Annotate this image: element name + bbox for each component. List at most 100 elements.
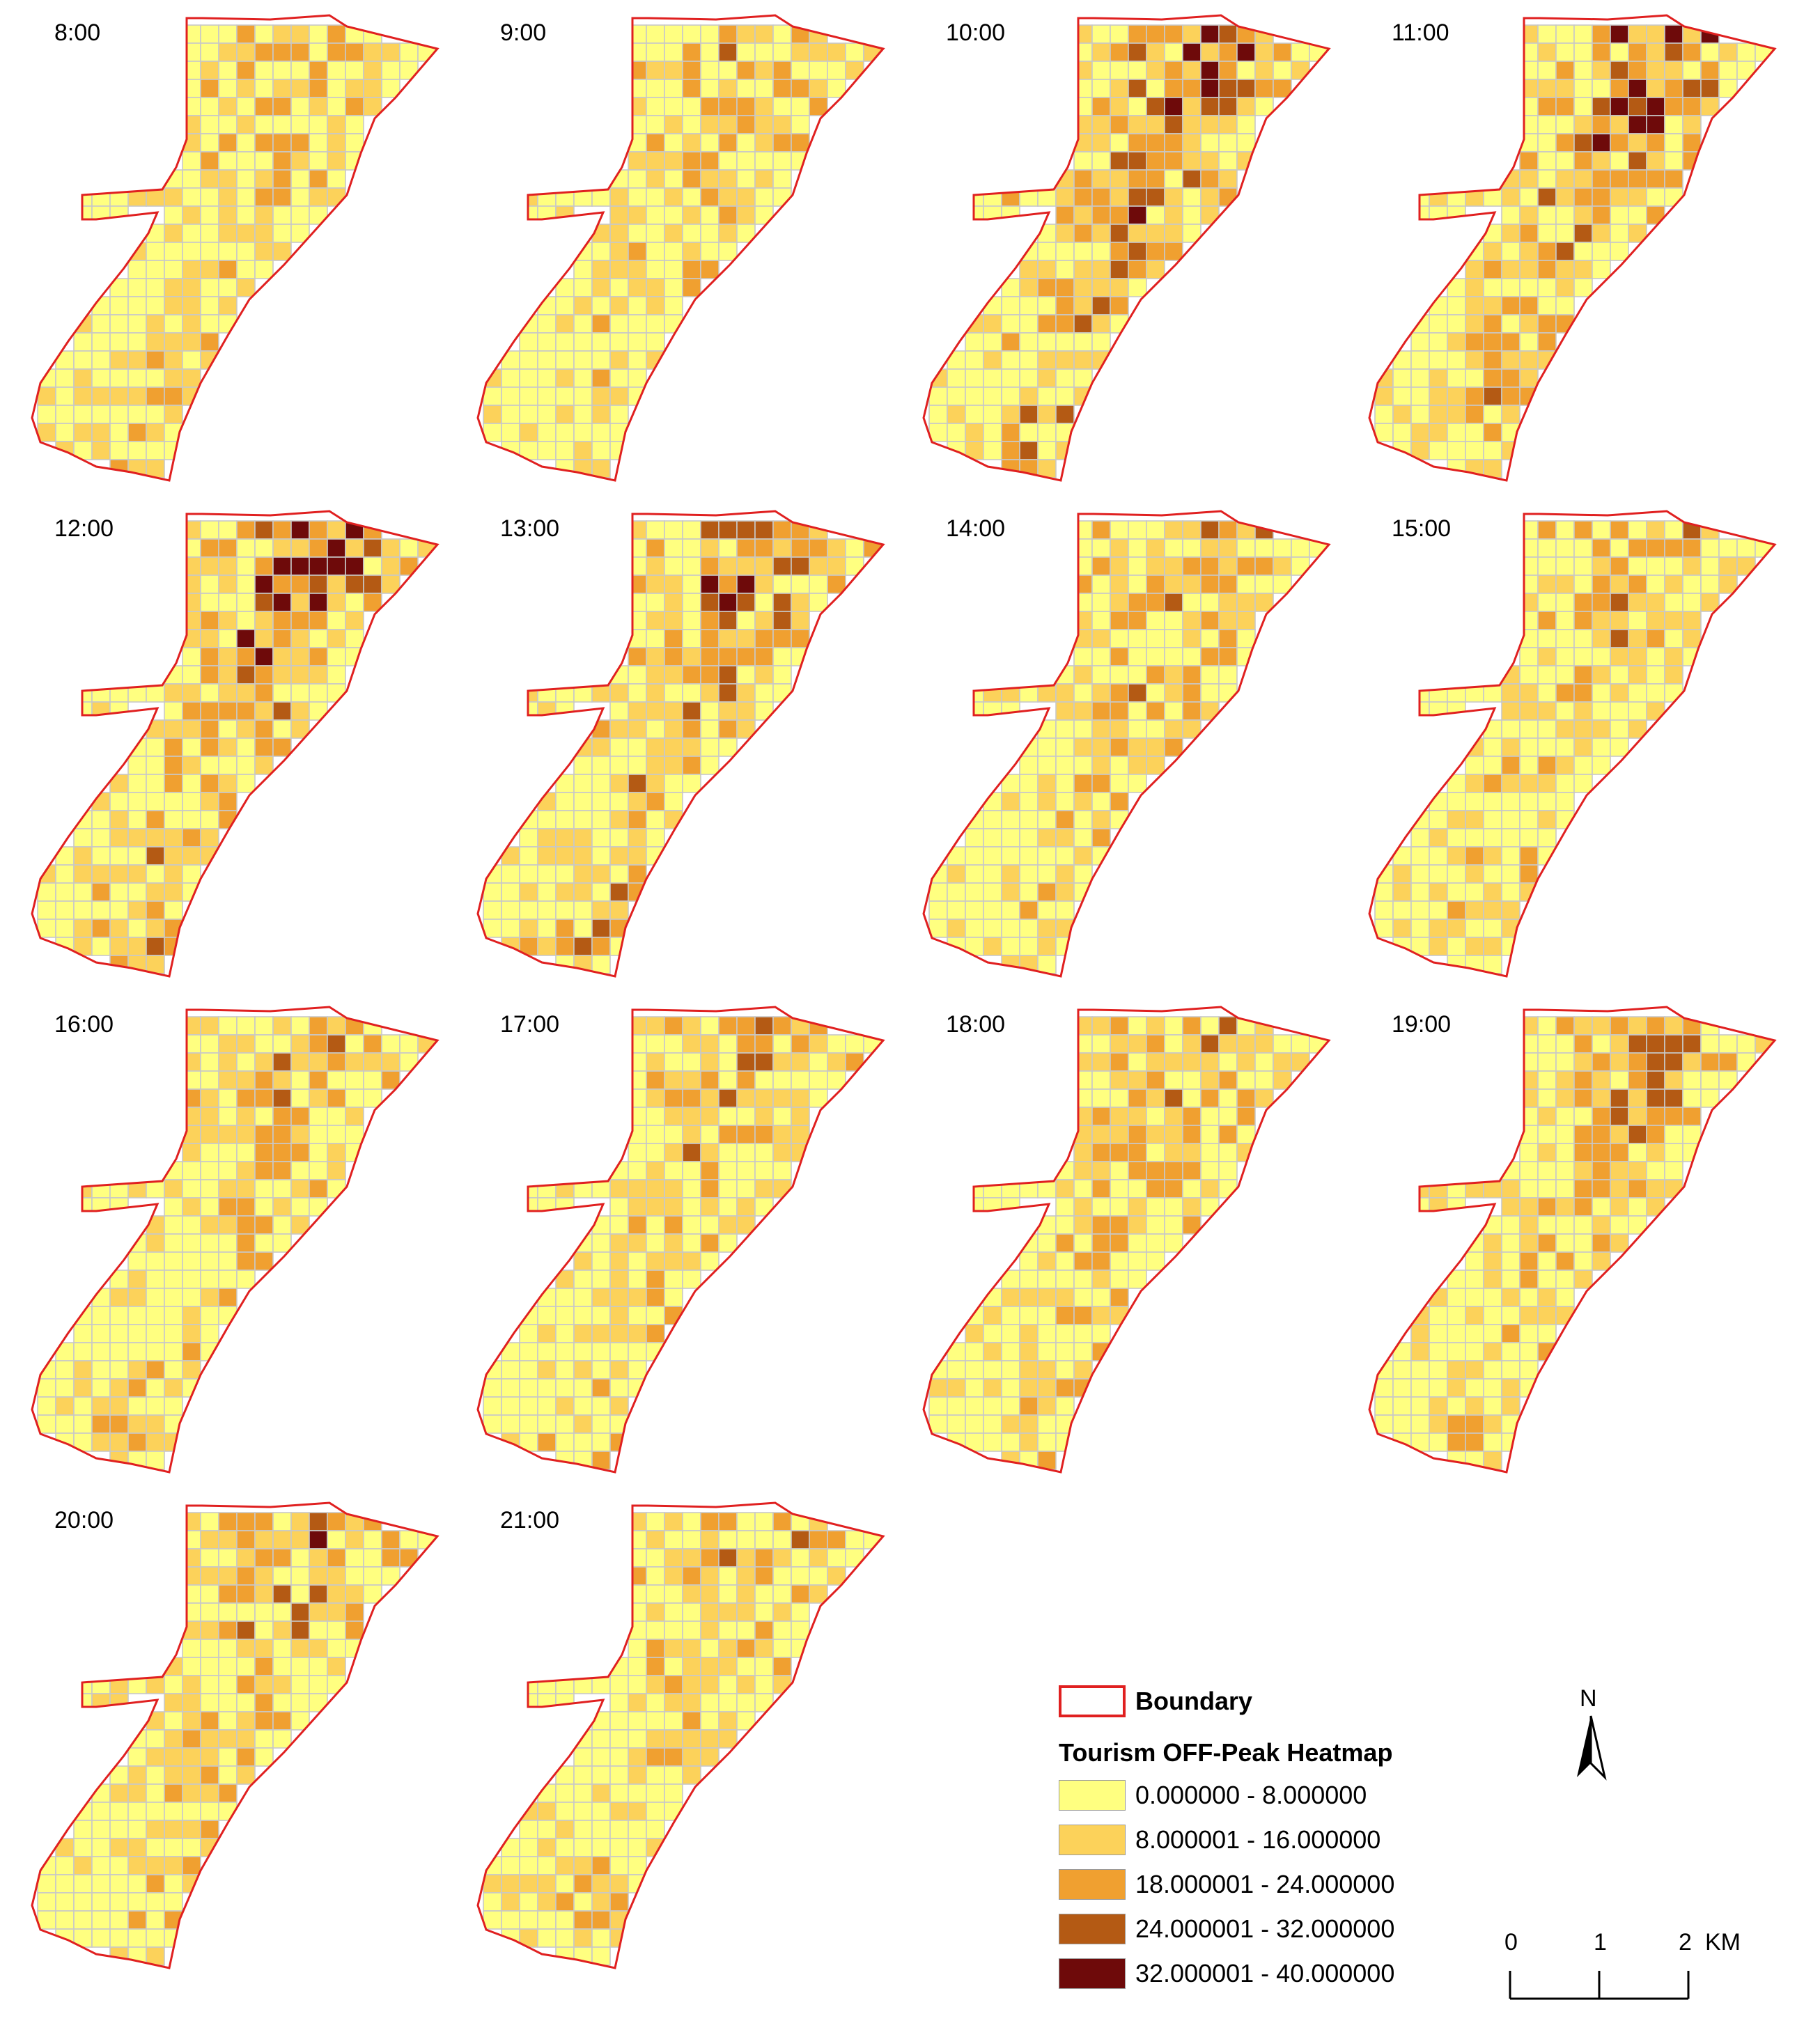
heatmap-cell xyxy=(381,42,400,62)
heatmap-cell xyxy=(218,629,238,648)
heatmap-cell xyxy=(1519,224,1539,243)
heatmap-cell xyxy=(1001,1378,1020,1398)
heatmap-cell xyxy=(1200,24,1220,44)
heatmap-cell xyxy=(1465,756,1484,775)
heatmap-cell xyxy=(164,737,183,757)
heatmap-cell xyxy=(218,774,238,793)
heatmap-cell xyxy=(1037,864,1057,884)
heatmap-cell xyxy=(682,1747,701,1767)
heatmap-cell xyxy=(664,42,683,62)
heatmap-cell xyxy=(37,387,56,406)
heatmap-cell xyxy=(754,115,774,134)
heatmap-cell xyxy=(555,1874,575,1894)
heatmap-cell xyxy=(1146,629,1165,648)
heatmap-cell xyxy=(573,1838,593,1857)
heatmap-cell xyxy=(1019,919,1039,938)
heatmap-cell xyxy=(345,79,364,98)
heatmap-cell xyxy=(1164,593,1183,612)
heatmap-cell xyxy=(218,79,238,98)
heatmap-cell xyxy=(1236,611,1256,630)
heatmap-cell xyxy=(628,278,647,297)
heatmap-cell xyxy=(628,665,647,685)
heatmap-cell xyxy=(682,1107,701,1126)
heatmap-cell xyxy=(272,1530,292,1549)
heatmap-cell xyxy=(700,1070,720,1090)
heatmap-cell xyxy=(146,882,165,902)
heatmap-cell xyxy=(127,1856,147,1875)
heatmap-cell xyxy=(573,1910,593,1930)
heatmap-cell xyxy=(1110,224,1129,243)
heatmap-cell xyxy=(700,1233,720,1253)
heatmap-cell xyxy=(109,900,129,920)
heatmap-cell xyxy=(1218,79,1238,98)
heatmap-map xyxy=(922,14,1331,482)
heatmap-cell xyxy=(1037,1396,1057,1416)
heatmap-cell xyxy=(218,1602,238,1622)
heatmap-cell xyxy=(236,169,256,189)
heatmap-cell xyxy=(664,260,683,279)
heatmap-cell xyxy=(628,737,647,757)
heatmap-cell xyxy=(827,1070,846,1090)
heatmap-cell xyxy=(309,1602,328,1622)
heatmap-cell xyxy=(200,1233,219,1253)
heatmap-cell xyxy=(164,242,183,261)
heatmap-cell xyxy=(91,314,111,334)
heatmap-cell xyxy=(1592,1143,1611,1162)
heatmap-cell xyxy=(646,611,665,630)
heatmap-cell xyxy=(272,1179,292,1199)
heatmap-cell xyxy=(1392,900,1412,920)
heatmap-cell xyxy=(164,296,183,315)
heatmap-cell xyxy=(309,1584,328,1604)
heatmap-cell xyxy=(164,1693,183,1712)
heatmap-cell xyxy=(591,792,611,811)
heatmap-cell xyxy=(700,629,720,648)
heatmap-cell xyxy=(664,1179,683,1199)
heatmap-cell xyxy=(1610,1233,1629,1253)
heatmap-cell xyxy=(218,278,238,297)
heatmap-cell xyxy=(1537,1052,1557,1072)
heatmap-cell xyxy=(91,919,111,938)
heatmap-cell xyxy=(1073,278,1093,297)
heatmap-cell xyxy=(682,593,701,612)
heatmap-cell xyxy=(1628,629,1647,648)
heatmap-cell xyxy=(1019,368,1039,388)
heatmap-cell xyxy=(1091,1034,1111,1054)
heatmap-cell xyxy=(573,387,593,406)
heatmap-cell xyxy=(754,61,774,80)
heatmap-cell xyxy=(1019,350,1039,370)
heatmap-cell xyxy=(591,774,611,793)
heatmap-panel: 16:00 xyxy=(20,999,465,1493)
heatmap-cell xyxy=(164,1856,183,1875)
heatmap-cell xyxy=(519,846,538,866)
heatmap-cell xyxy=(91,900,111,920)
heatmap-cell xyxy=(1236,1070,1256,1090)
heatmap-cell xyxy=(555,405,575,424)
heatmap-cell xyxy=(1218,169,1238,189)
heatmap-cell xyxy=(983,1396,1002,1416)
heatmap-cell xyxy=(272,1197,292,1217)
heatmap-cell xyxy=(1037,332,1057,352)
heatmap-cell xyxy=(309,611,328,630)
heatmap-cell xyxy=(327,1657,346,1676)
heatmap-cell xyxy=(200,1693,219,1712)
heatmap-cell xyxy=(218,1621,238,1640)
heatmap-cell xyxy=(1128,1270,1147,1289)
heatmap-cell xyxy=(309,1052,328,1072)
heatmap-cell xyxy=(1429,368,1448,388)
heatmap-cell xyxy=(109,405,129,424)
heatmap-cell xyxy=(591,864,611,884)
heatmap-cell xyxy=(1073,538,1093,558)
heatmap-cell xyxy=(1200,1070,1220,1090)
heatmap-cell xyxy=(91,1910,111,1930)
heatmap-cell xyxy=(1128,42,1147,62)
heatmap-cell xyxy=(236,593,256,612)
heatmap-cell xyxy=(1055,1197,1075,1217)
heatmap-cell xyxy=(609,1288,629,1307)
heatmap-cell xyxy=(1519,115,1539,134)
heatmap-cell xyxy=(700,1161,720,1180)
heatmap-cell xyxy=(200,1584,219,1604)
heatmap-cell xyxy=(646,701,665,721)
heatmap-cell xyxy=(664,701,683,721)
heatmap-cell xyxy=(91,1675,111,1694)
heatmap-cell xyxy=(218,1052,238,1072)
